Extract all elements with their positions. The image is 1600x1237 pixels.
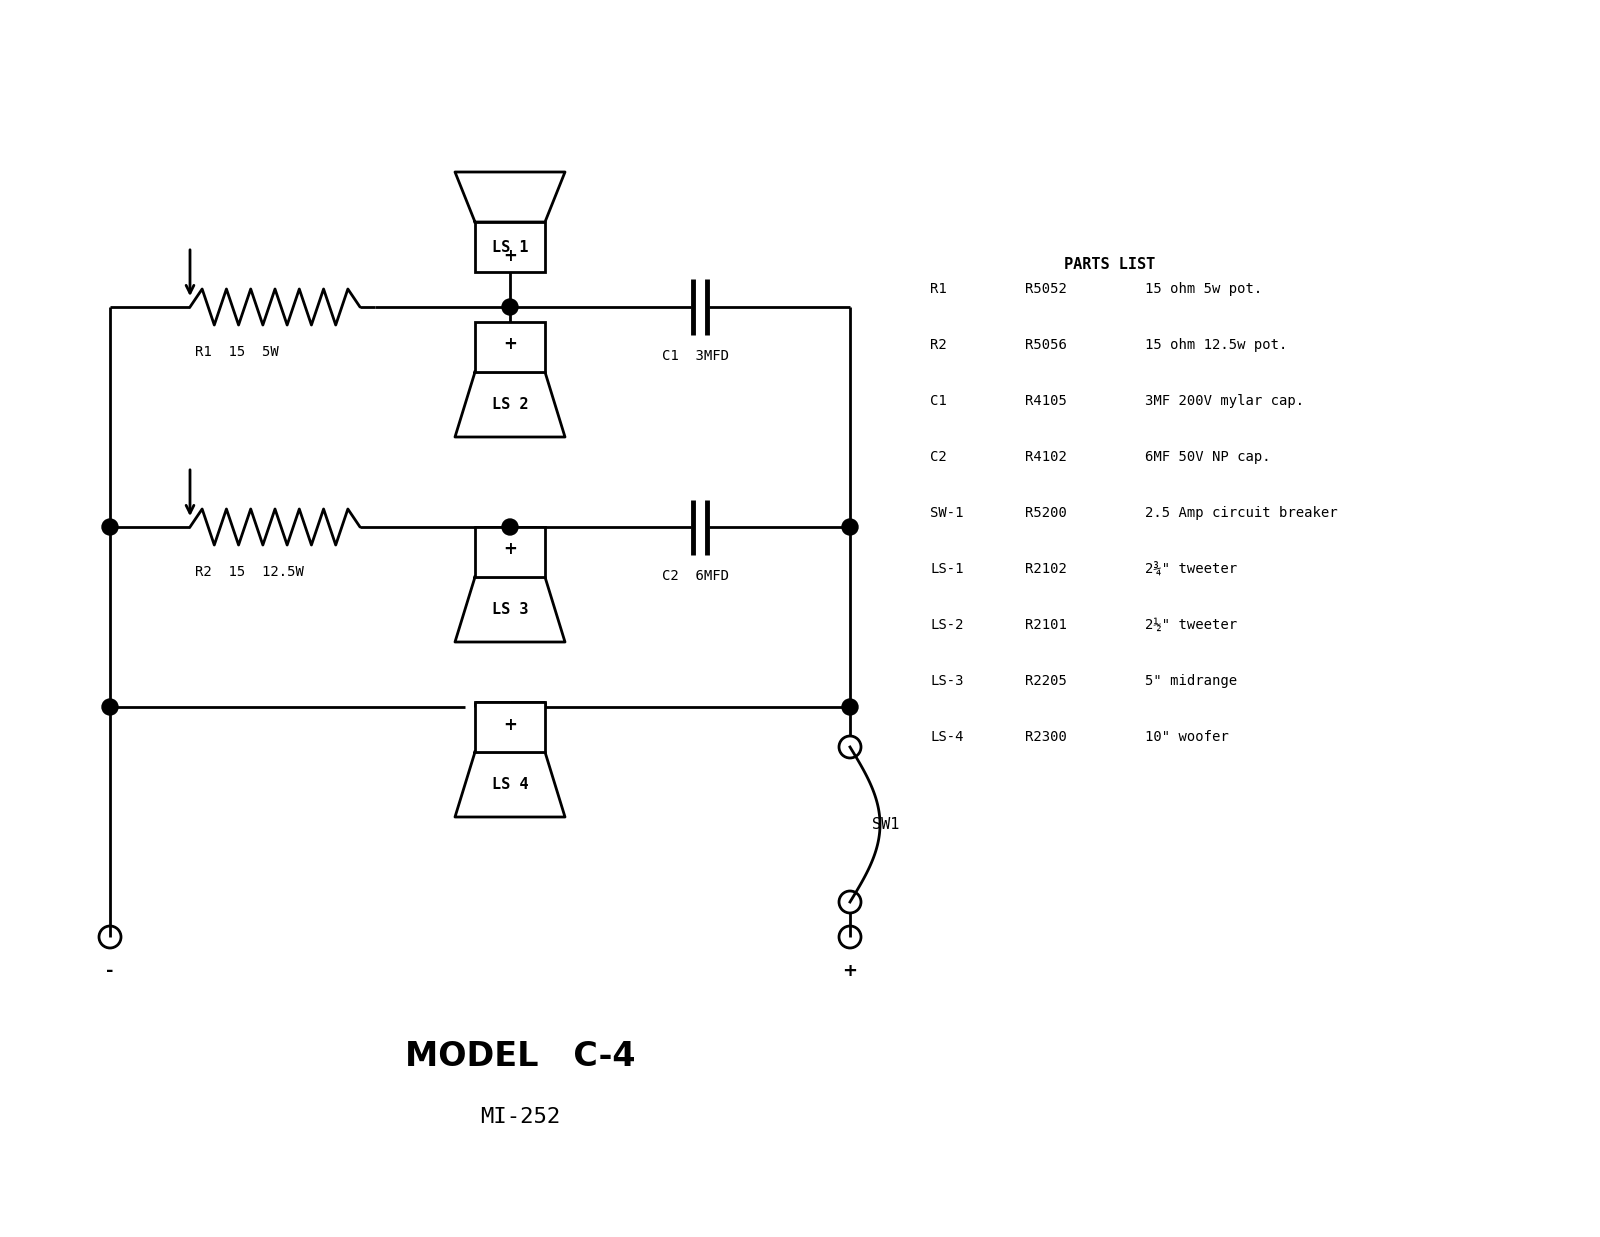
Text: R1  15  5W: R1 15 5W xyxy=(195,345,278,359)
Text: R5056: R5056 xyxy=(1026,338,1067,353)
Text: R2205: R2205 xyxy=(1026,674,1067,688)
Text: 2.5 Amp circuit breaker: 2.5 Amp circuit breaker xyxy=(1146,506,1338,520)
Bar xyxy=(475,703,546,752)
Text: R2102: R2102 xyxy=(1026,562,1067,576)
Text: MODEL   C-4: MODEL C-4 xyxy=(405,1040,635,1074)
Text: R4105: R4105 xyxy=(1026,395,1067,408)
Text: SW-1: SW-1 xyxy=(930,506,963,520)
Text: C2  6MFD: C2 6MFD xyxy=(661,569,728,583)
Text: 2¾" tweeter: 2¾" tweeter xyxy=(1146,562,1237,576)
Text: R2300: R2300 xyxy=(1026,730,1067,743)
Text: R1: R1 xyxy=(930,282,947,296)
Text: SW1: SW1 xyxy=(872,816,899,833)
Text: LS-3: LS-3 xyxy=(930,674,963,688)
Text: 10" woofer: 10" woofer xyxy=(1146,730,1229,743)
Text: -: - xyxy=(106,962,114,980)
Text: R2101: R2101 xyxy=(1026,618,1067,632)
Text: 15 ohm 5w pot.: 15 ohm 5w pot. xyxy=(1146,282,1262,296)
Text: R5052: R5052 xyxy=(1026,282,1067,296)
Text: C2: C2 xyxy=(930,450,947,464)
Circle shape xyxy=(502,520,518,534)
Text: LS 4: LS 4 xyxy=(491,777,528,792)
Circle shape xyxy=(842,699,858,715)
Text: +: + xyxy=(843,962,858,980)
Text: LS-2: LS-2 xyxy=(930,618,963,632)
Circle shape xyxy=(102,699,118,715)
Bar xyxy=(475,322,546,372)
Text: 3MF 200V mylar cap.: 3MF 200V mylar cap. xyxy=(1146,395,1304,408)
Circle shape xyxy=(102,520,118,534)
Text: C1: C1 xyxy=(930,395,947,408)
Text: LS-1: LS-1 xyxy=(930,562,963,576)
Bar xyxy=(475,527,546,576)
Circle shape xyxy=(502,299,518,315)
Text: LS 1: LS 1 xyxy=(491,240,528,255)
Text: LS-4: LS-4 xyxy=(930,730,963,743)
Text: R2  15  12.5W: R2 15 12.5W xyxy=(195,565,304,579)
Text: +: + xyxy=(502,247,517,265)
Text: MI-252: MI-252 xyxy=(480,1107,560,1127)
Text: 2½" tweeter: 2½" tweeter xyxy=(1146,618,1237,632)
Text: PARTS LIST: PARTS LIST xyxy=(1064,257,1155,272)
Text: 6MF 50V NP cap.: 6MF 50V NP cap. xyxy=(1146,450,1270,464)
Text: 15 ohm 12.5w pot.: 15 ohm 12.5w pot. xyxy=(1146,338,1288,353)
Text: 5" midrange: 5" midrange xyxy=(1146,674,1237,688)
Text: LS 3: LS 3 xyxy=(491,602,528,617)
Text: R4102: R4102 xyxy=(1026,450,1067,464)
Text: LS 2: LS 2 xyxy=(491,397,528,412)
Text: +: + xyxy=(502,335,517,354)
Text: C1  3MFD: C1 3MFD xyxy=(661,349,728,362)
Text: R2: R2 xyxy=(930,338,947,353)
Text: +: + xyxy=(502,541,517,558)
Bar xyxy=(475,221,546,272)
Text: +: + xyxy=(502,715,517,734)
Circle shape xyxy=(842,520,858,534)
Text: R5200: R5200 xyxy=(1026,506,1067,520)
